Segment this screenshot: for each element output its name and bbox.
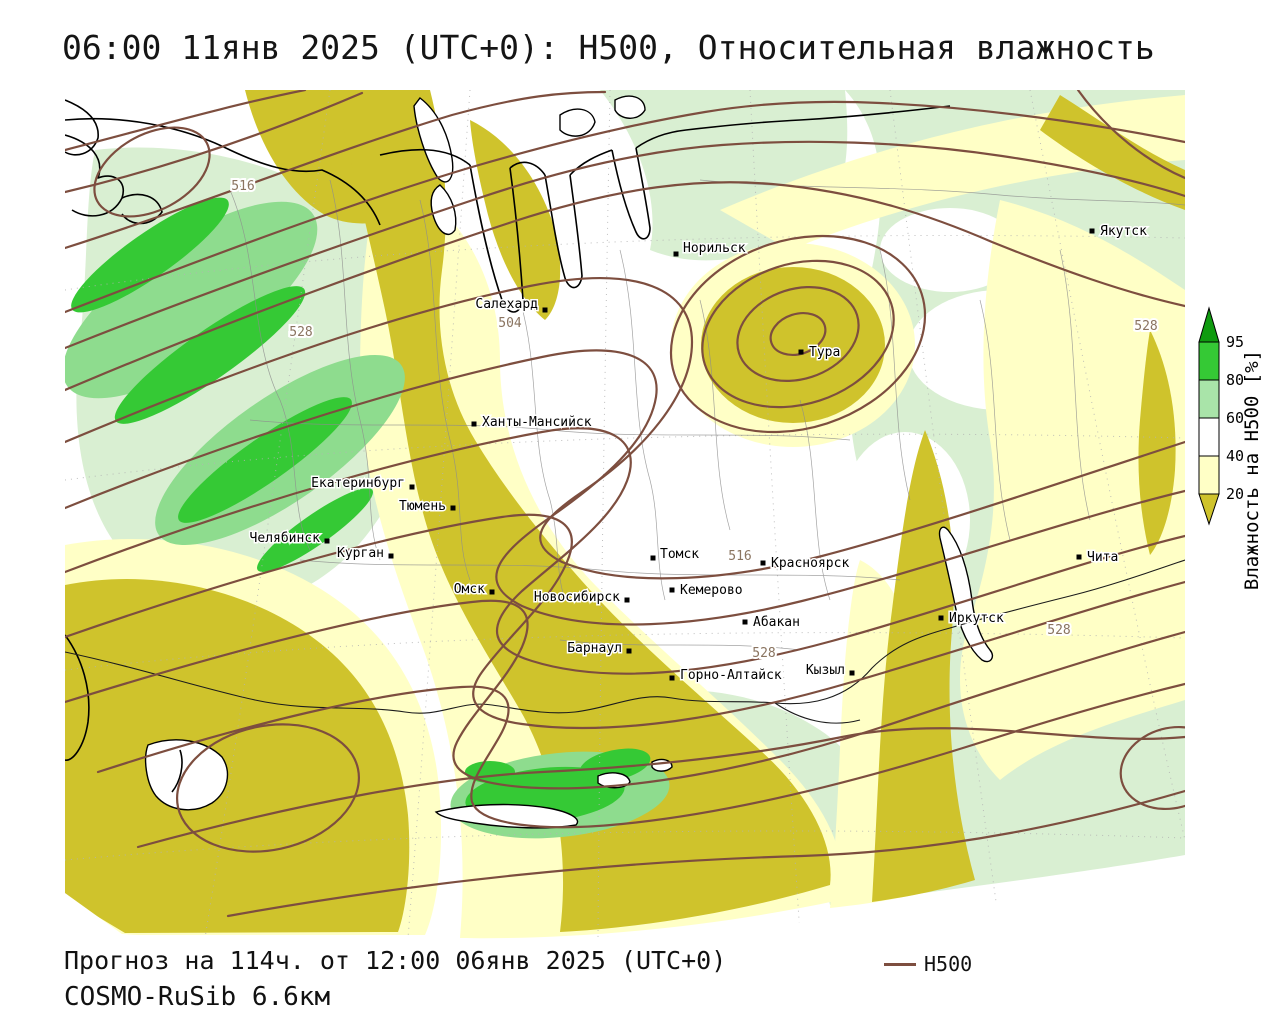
contour-label: 528 <box>289 325 312 340</box>
contour-label: 516 <box>231 179 254 194</box>
city-label: Новосибирск <box>534 590 620 605</box>
contour-labels-layer: 516 528 504 516 528 528 528 <box>229 177 1159 663</box>
colorbar-segment <box>1198 455 1220 495</box>
colorbar-tick-label: 40 <box>1226 447 1244 465</box>
city-label: Ханты-Мансийск <box>482 415 592 430</box>
city-label: Барнаул <box>567 641 622 656</box>
colorbar-tick-label: 80 <box>1226 371 1244 389</box>
city-dot <box>542 307 548 313</box>
city-dot <box>450 505 456 511</box>
city-label: Омск <box>454 582 485 597</box>
city-dot <box>626 648 632 654</box>
city-dot <box>938 615 944 621</box>
city-dot <box>742 619 748 625</box>
h500-line-legend: H500 <box>884 952 972 976</box>
city-label: Екатеринбург <box>311 476 405 491</box>
city-label: Курган <box>337 546 384 561</box>
h500-line-label: H500 <box>924 952 973 976</box>
city-dot <box>669 675 675 681</box>
city-label: Норильск <box>683 241 746 256</box>
humidity-fill-layer <box>65 90 1185 939</box>
colorbar-axis-label: Влажность на H500 [%] <box>1241 350 1263 590</box>
city-label: Тюмень <box>399 499 446 514</box>
city-dot <box>798 349 804 355</box>
city-dot <box>650 555 656 561</box>
city-marker: Тюмень <box>398 498 456 516</box>
city-dot <box>673 251 679 257</box>
city-label: Тура <box>809 345 840 360</box>
page-title: 06:00 11янв 2025 (UTC+0): H500, Относите… <box>62 28 1155 67</box>
city-label: Якутск <box>1100 224 1147 239</box>
city-marker: Новосибирск <box>532 589 630 607</box>
city-marker: Томск <box>650 546 701 564</box>
city-dot <box>624 597 630 603</box>
humidity-colorbar: 95 80 60 40 20 <box>1198 306 1244 526</box>
forecast-info-line: Прогноз на 114ч. от 12:00 06янв 2025 (UT… <box>64 946 727 975</box>
city-dot <box>409 484 415 490</box>
city-label: Чита <box>1087 550 1118 565</box>
colorbar-segment <box>1198 417 1220 457</box>
city-marker: Курган <box>336 545 394 563</box>
city-marker: Норильск <box>673 240 747 258</box>
city-marker: Омск <box>452 581 495 599</box>
city-dot <box>1076 554 1082 560</box>
contour-label: 504 <box>498 316 522 331</box>
city-marker: Чита <box>1076 549 1120 567</box>
city-marker: Салехард <box>474 296 548 314</box>
city-marker: Барнаул <box>566 640 632 658</box>
city-dot <box>849 670 855 676</box>
city-marker: Челябинск <box>248 530 330 548</box>
colorbar-tick-label: 60 <box>1226 409 1244 427</box>
city-dot <box>388 553 394 559</box>
city-dot <box>324 538 330 544</box>
h500-line-sample <box>884 962 916 966</box>
cities-layer: Якутск Норильск Тура Салехард Ханты-Мансийск… <box>248 223 1149 685</box>
city-marker: Иркутск <box>938 610 1005 628</box>
coastline-layer <box>65 95 1185 829</box>
city-label: Салехард <box>475 297 538 312</box>
city-marker: Якутск <box>1089 223 1149 241</box>
colorbar-segment <box>1198 379 1220 419</box>
contour-label: 516 <box>728 549 751 564</box>
colorbar-arrow-bottom <box>1198 493 1220 526</box>
contour-label: 528 <box>1134 319 1157 334</box>
city-label: Кемерово <box>680 583 743 598</box>
colorbar-arrow-top <box>1198 306 1220 343</box>
city-dot <box>760 560 766 566</box>
city-label: Кызыл <box>806 663 845 678</box>
city-marker: Красноярск <box>760 555 851 573</box>
colorbar-segment <box>1198 341 1220 381</box>
city-dot <box>489 589 495 595</box>
city-dot <box>471 421 477 427</box>
contour-label: 528 <box>1047 623 1070 638</box>
contour-label: 528 <box>752 646 775 661</box>
colorbar-tick-label: 20 <box>1226 485 1244 503</box>
colorbar-tick-label: 95 <box>1226 333 1244 351</box>
city-dot <box>1089 228 1095 234</box>
city-marker: Абакан <box>742 614 801 632</box>
model-info-line: COSMO-RuSib 6.6км <box>64 982 331 1012</box>
contour-layer <box>65 90 1185 918</box>
city-marker: Тура <box>798 344 842 362</box>
city-marker: Ханты-Мансийск <box>471 414 593 432</box>
city-marker: Екатеринбург <box>310 475 415 493</box>
city-label: Челябинск <box>250 531 321 546</box>
city-dot <box>669 587 675 593</box>
city-label: Горно-Алтайск <box>680 668 782 683</box>
city-marker: Горно-Алтайск <box>669 667 783 685</box>
city-marker: Кемерово <box>669 582 744 600</box>
city-label: Томск <box>660 547 699 562</box>
city-label: Красноярск <box>771 556 849 571</box>
city-marker: Кызыл <box>804 662 855 680</box>
graticule-layer <box>65 90 1185 939</box>
city-label: Иркутск <box>949 611 1004 626</box>
city-label: Абакан <box>753 615 800 630</box>
